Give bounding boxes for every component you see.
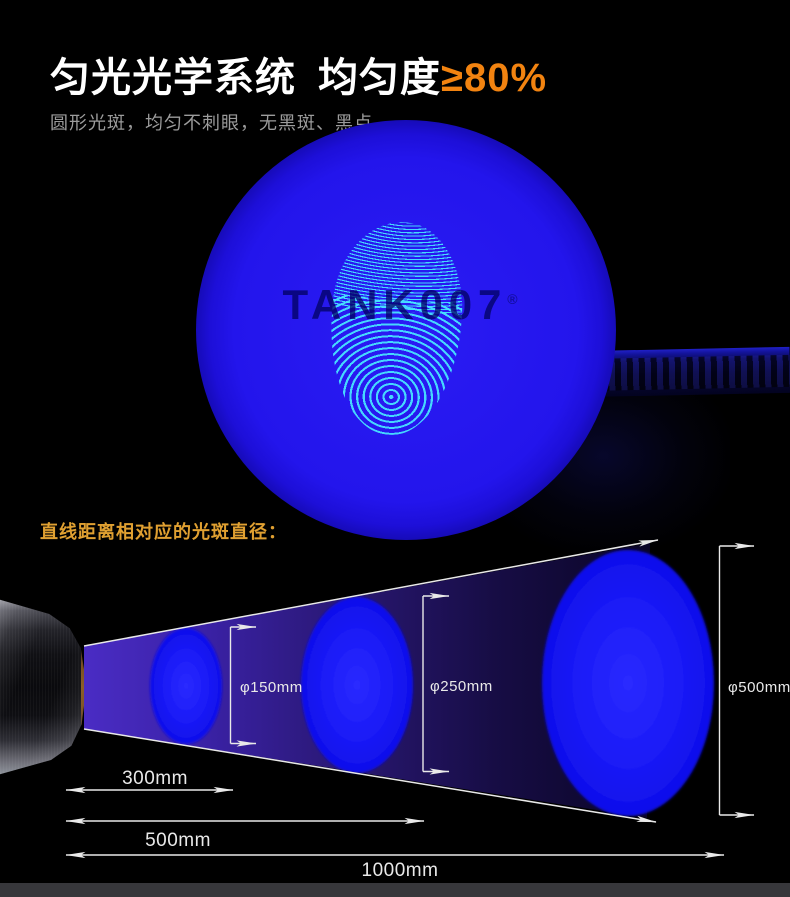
page-subtitle: 圆形光斑，均匀不刺眼，无黑斑、黑点 — [50, 113, 373, 133]
title-secondary: 均匀度 — [318, 56, 441, 100]
flashlight-head — [0, 599, 85, 775]
beam-cone — [84, 543, 650, 818]
brand-watermark: TANK007® — [252, 281, 548, 329]
diameter-label-500: φ500mm — [728, 679, 790, 696]
diagram-caption: 直线距离相对应的光斑直径： — [40, 522, 287, 542]
light-spot-500 — [542, 550, 714, 816]
distance-label-500: 500mm — [145, 830, 211, 851]
diameter-label-250: φ250mm — [430, 678, 493, 695]
beam-top-edge-arrow — [83, 539, 659, 647]
bottom-divider-bar — [0, 883, 790, 897]
diameter-label-150: φ150mm — [240, 679, 303, 696]
distance-label-300: 300mm — [122, 768, 188, 789]
page-title: 匀光光学系统 均匀度≥80% — [50, 56, 547, 100]
title-main: 匀光光学系统 — [50, 56, 296, 100]
watermark-text: TANK007 — [282, 281, 508, 328]
light-spot-150 — [150, 628, 222, 744]
title-accent-value: ≥80% — [441, 56, 548, 100]
distance-label-1000: 1000mm — [362, 860, 439, 881]
beam-bottom-edge-arrow — [83, 728, 657, 823]
registered-mark-icon: ® — [507, 291, 518, 307]
light-spot-250 — [301, 597, 413, 773]
